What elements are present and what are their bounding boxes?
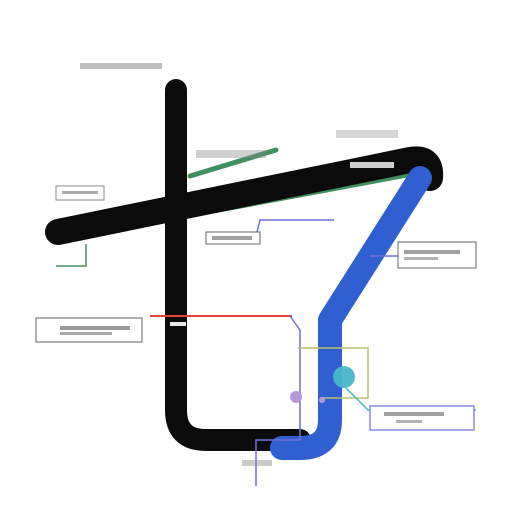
- blue-line: [270, 166, 432, 460]
- callout-center: [205, 231, 261, 245]
- violet-connector-bottom: [255, 315, 301, 486]
- black-line-horizontal: [45, 146, 444, 245]
- callout-top-left: [55, 185, 105, 201]
- olive-connector: [298, 347, 369, 399]
- label-scribble-5: [170, 322, 186, 326]
- label-scribble-4: [242, 460, 272, 466]
- callout-right-bottom: [369, 405, 475, 431]
- callout-right-top: [397, 241, 477, 269]
- junction-small-node: [319, 397, 325, 403]
- label-scribble-2: [336, 130, 398, 138]
- junction-violet-node: [290, 391, 302, 403]
- label-scribble-1: [196, 150, 266, 158]
- green-line: [187, 147, 279, 179]
- black-line-vertical: [165, 79, 311, 451]
- heading-scribble: [80, 63, 162, 69]
- callout-left-mid: [35, 317, 143, 343]
- label-scribble-3: [350, 162, 394, 168]
- junction-teal-node: [333, 366, 355, 388]
- green-connector-left: [56, 244, 87, 267]
